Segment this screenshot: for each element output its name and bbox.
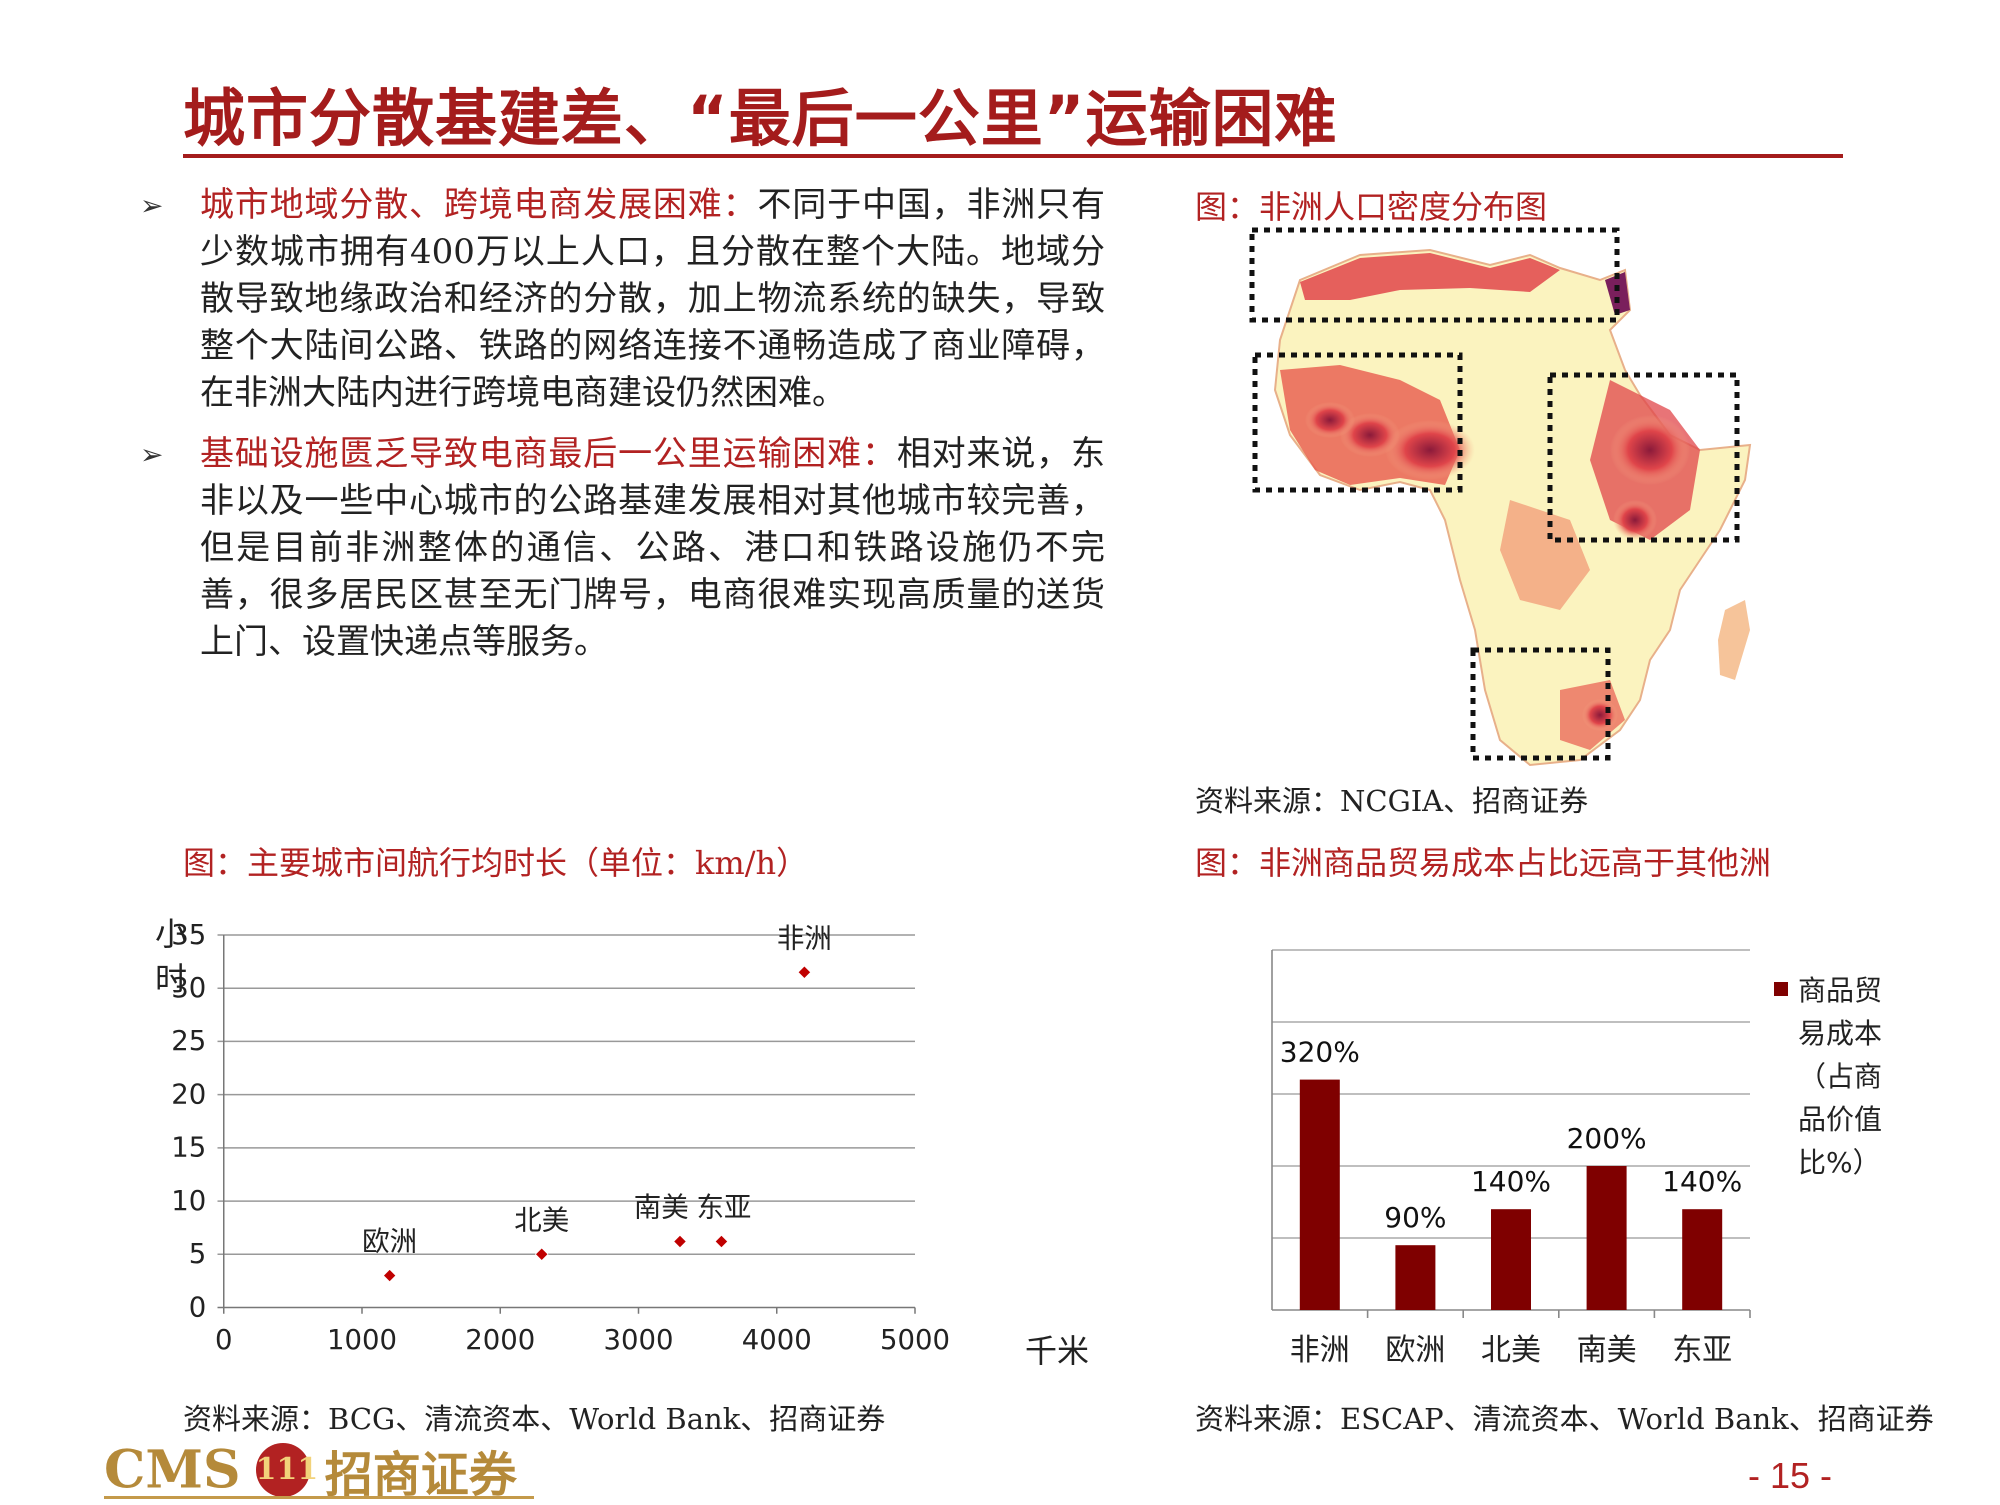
north-africa-highlight-box [1249, 227, 1620, 323]
y-axis-label: 小 [155, 915, 187, 953]
bar-欧洲 [1395, 1245, 1436, 1310]
y-tick-label: 15 [171, 1132, 206, 1164]
x-axis-label: 千米 [1025, 1332, 1089, 1370]
bullet-body: 相对来说，东非以及一些中心城市的公路基建发展相对其他城市较完善，但是目前非洲整体… [200, 434, 1106, 662]
category-label: 欧洲 [1385, 1333, 1445, 1368]
legend-text: 比%） [1798, 1146, 1881, 1179]
data-point-欧洲 [382, 1268, 397, 1283]
x-tick-label: 0 [215, 1324, 233, 1356]
scatter-caption: 图：主要城市间航行均时长（单位：km/h） [183, 844, 809, 882]
x-tick-label: 2000 [465, 1324, 535, 1356]
south-africa-highlight-box [1470, 647, 1611, 761]
scatter-source: 资料来源：BCG、清流资本、World Bank、招商证券 [183, 1402, 886, 1436]
east-africa-highlight-box [1547, 372, 1740, 543]
data-label-东亚: 东亚 [696, 1192, 751, 1224]
bullet-list: ➢ 城市地域分散、跨境电商发展困难：不同于中国，非洲只有少数城市拥有400万以上… [140, 182, 1105, 680]
y-tick-label: 0 [189, 1291, 207, 1323]
data-label: 200% [1567, 1122, 1647, 1155]
bar-东亚 [1682, 1209, 1723, 1310]
data-point-北美 [534, 1247, 549, 1262]
bar-北美 [1491, 1209, 1531, 1310]
data-label: 140% [1471, 1165, 1551, 1198]
data-point-东亚 [714, 1234, 729, 1249]
bar-source: 资料来源：ESCAP、清流资本、World Bank、招商证券 [1195, 1402, 1934, 1436]
logo-badge-icon: 111 [255, 1443, 318, 1497]
x-tick-label: 4000 [742, 1324, 812, 1356]
bar-非洲 [1299, 1079, 1340, 1310]
bar-南美 [1586, 1166, 1627, 1310]
bar-caption: 图：非洲商品贸易成本占比远高于其他洲 [1195, 844, 1772, 882]
bullet-lead: 城市地域分散、跨境电商发展困难： [200, 185, 758, 225]
y-tick-label: 5 [189, 1238, 207, 1270]
data-label: 90% [1384, 1201, 1446, 1234]
data-label: 140% [1662, 1165, 1742, 1198]
arrow-bullet-icon: ➢ [140, 438, 164, 471]
data-label: 320% [1280, 1036, 1360, 1069]
legend-text: （占商 [1798, 1060, 1882, 1093]
logo-latin: CMS [104, 1439, 241, 1501]
flight-time-scatter-chart: 0 5 10 15 20 25 30 35 0 1000 2000 3000 4000 5000 欧洲 北… [155, 915, 1089, 1370]
page-number: - 15 - [1747, 1455, 1832, 1496]
data-point-非洲 [797, 965, 812, 980]
y-axis-label: 时 [155, 960, 187, 998]
y-tick-label: 20 [171, 1078, 206, 1110]
y-tick-label: 30 [171, 972, 206, 1004]
x-tick-label: 3000 [604, 1324, 674, 1356]
logo-underline [104, 1496, 534, 1499]
bullet-item: ➢ 城市地域分散、跨境电商发展困难：不同于中国，非洲只有少数城市拥有400万以上… [140, 182, 1105, 417]
map-source: 资料来源：NCGIA、招商证券 [1195, 784, 1589, 818]
y-tick-label: 35 [171, 919, 206, 951]
trade-cost-bar-chart: 320% 90% 140% 200% 140% 非洲 欧洲 北美 南美 东亚 商品贸易成本 （占商… [1271, 949, 1882, 1368]
data-label-南美: 南美 [634, 1192, 689, 1224]
category-label: 东亚 [1672, 1333, 1732, 1368]
legend-text: 商品贸 [1798, 974, 1882, 1007]
arrow-bullet-icon: ➢ [140, 189, 164, 222]
legend-swatch [1774, 982, 1788, 996]
page-title: 城市分散基建差、“最后一公里”运输困难 [183, 82, 1338, 155]
bullet-lead: 基础设施匮乏导致电商最后一公里运输困难： [200, 434, 897, 474]
map-caption: 图：非洲人口密度分布图 [1195, 188, 1548, 226]
title-divider [183, 154, 1843, 158]
data-label-欧洲: 欧洲 [362, 1226, 417, 1258]
x-tick-label: 1000 [327, 1324, 397, 1356]
bullet-item: ➢ 基础设施匮乏导致电商最后一公里运输困难：相对来说，东非以及一些中心城市的公路… [140, 431, 1105, 666]
madagascar [1718, 600, 1750, 680]
x-tick-label: 5000 [880, 1324, 950, 1356]
y-tick-label: 10 [171, 1185, 206, 1217]
data-label-非洲: 非洲 [777, 922, 832, 954]
logo-chinese: 招商证券 [324, 1447, 517, 1503]
legend-text: 品价值 [1798, 1103, 1882, 1136]
west-africa-highlight-box [1252, 352, 1463, 493]
y-tick-label: 25 [171, 1025, 206, 1057]
data-label-北美: 北美 [514, 1204, 569, 1236]
category-label: 北美 [1481, 1333, 1541, 1368]
data-point-南美 [673, 1234, 687, 1249]
legend-text: 易成本 [1798, 1017, 1882, 1050]
bullet-body: 不同于中国，非洲只有少数城市拥有400万以上人口，且分散在整个大陆。地域分散导致… [200, 185, 1106, 413]
category-label: 南美 [1577, 1333, 1637, 1368]
category-label: 非洲 [1290, 1333, 1350, 1368]
africa-population-density-map [1249, 227, 1752, 767]
cms-logo: CMS 111 招商证券 [104, 1435, 517, 1504]
